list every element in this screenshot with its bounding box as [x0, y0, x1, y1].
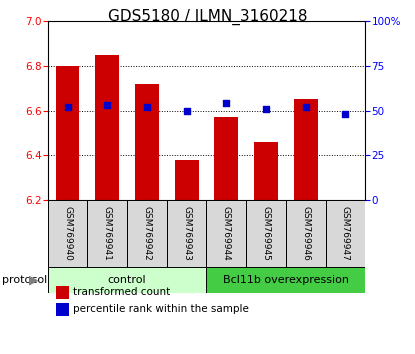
Bar — [286, 200, 325, 267]
Text: ▶: ▶ — [29, 274, 39, 287]
Point — [303, 104, 309, 110]
Text: percentile rank within the sample: percentile rank within the sample — [73, 304, 249, 314]
Text: GSM769944: GSM769944 — [222, 206, 231, 261]
Bar — [167, 200, 207, 267]
Point — [64, 104, 71, 110]
Point — [263, 106, 269, 112]
Text: GSM769943: GSM769943 — [182, 206, 191, 261]
Point — [144, 104, 150, 110]
Bar — [95, 55, 119, 200]
Text: GSM769940: GSM769940 — [63, 206, 72, 261]
Bar — [207, 200, 246, 267]
Bar — [48, 267, 207, 293]
Bar — [56, 66, 80, 200]
Bar — [207, 267, 365, 293]
Bar — [325, 200, 365, 267]
Bar — [135, 84, 159, 200]
Bar — [246, 200, 286, 267]
Text: GSM769942: GSM769942 — [142, 206, 151, 261]
Text: control: control — [108, 275, 146, 285]
Text: Bcl11b overexpression: Bcl11b overexpression — [223, 275, 349, 285]
Text: transformed count: transformed count — [73, 287, 171, 297]
Text: protocol: protocol — [2, 275, 47, 285]
Bar — [254, 142, 278, 200]
Bar — [294, 99, 317, 200]
Text: GDS5180 / ILMN_3160218: GDS5180 / ILMN_3160218 — [108, 9, 307, 25]
Point — [104, 102, 110, 108]
Point — [342, 112, 349, 117]
Text: GSM769946: GSM769946 — [301, 206, 310, 261]
Text: GSM769941: GSM769941 — [103, 206, 112, 261]
Text: GSM769947: GSM769947 — [341, 206, 350, 261]
Bar — [48, 200, 88, 267]
Bar — [88, 200, 127, 267]
Point — [223, 101, 229, 106]
Point — [183, 108, 190, 114]
Bar — [215, 117, 238, 200]
Text: GSM769945: GSM769945 — [261, 206, 271, 261]
Bar — [127, 200, 167, 267]
Bar — [175, 160, 198, 200]
